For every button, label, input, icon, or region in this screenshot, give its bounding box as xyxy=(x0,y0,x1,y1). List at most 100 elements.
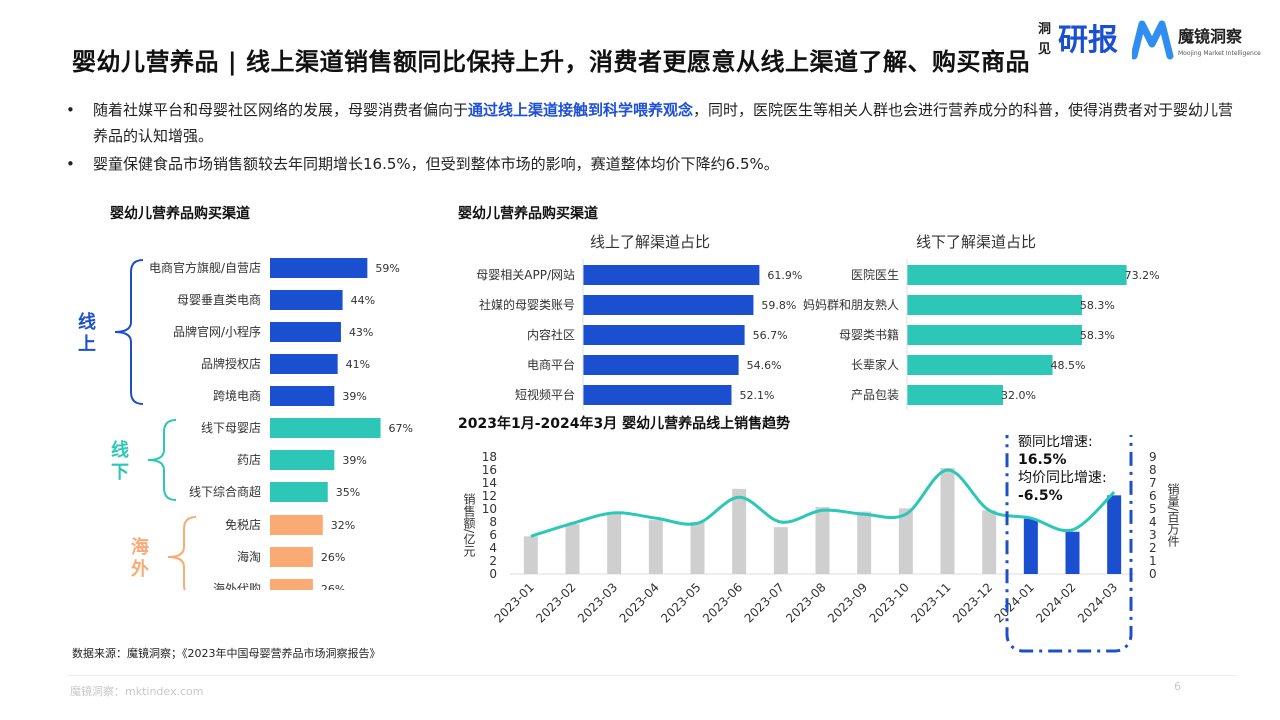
sales-bar xyxy=(1065,531,1080,574)
group-name-char: 线 xyxy=(111,439,129,461)
channel-bar xyxy=(270,290,343,310)
x-tick-label: 2023-07 xyxy=(742,580,787,625)
bullet-2-text: 婴童保健食品市场销售额较去年同期增长16.5%，但受到整体市场的影响，赛道整体均… xyxy=(93,155,779,173)
channel-category-label: 线下母婴店 xyxy=(201,421,261,435)
q1-highlight-box xyxy=(1005,435,1133,653)
bullet-dot: • xyxy=(66,101,75,119)
learn-value-label: 52.1% xyxy=(739,389,774,402)
sales-bar xyxy=(565,523,580,574)
x-tick-label: 2023-10 xyxy=(867,580,912,625)
channel-value-label: 26% xyxy=(321,583,345,590)
moojing-m-icon xyxy=(1132,20,1174,60)
sales-bar xyxy=(982,510,997,574)
left-axis-tick: 10 xyxy=(482,502,497,516)
learn-bar xyxy=(583,355,739,375)
group-name-char: 下 xyxy=(111,462,129,483)
group-brace xyxy=(114,259,144,405)
online-learn-subtitle: 线上了解渠道占比 xyxy=(590,233,711,251)
bullet-dot: • xyxy=(66,155,75,173)
sales-bar xyxy=(940,468,955,574)
x-tick-label: 2023-03 xyxy=(575,580,620,625)
x-tick-label: 2024-01 xyxy=(992,580,1037,625)
channel-value-label: 39% xyxy=(342,390,366,403)
channel-category-label: 品牌授权店 xyxy=(201,356,261,371)
learn-bar xyxy=(583,385,732,405)
data-source: 数据来源：魔镜洞察；《2023年中国母婴营养品市场洞察报告》 xyxy=(72,647,381,660)
channel-value-label: 39% xyxy=(342,454,366,467)
left-axis-tick: 6 xyxy=(489,528,497,542)
learn-category-label: 内容社区 xyxy=(527,327,575,342)
left-axis-tick: 16 xyxy=(482,463,497,477)
channel-value-label: 43% xyxy=(349,326,373,339)
left-axis-tick: 14 xyxy=(482,476,497,490)
channel-category-label: 跨境电商 xyxy=(213,388,261,403)
group-name-char: 外 xyxy=(131,558,149,580)
learn-value-label: 54.6% xyxy=(747,359,782,372)
learn-value-label: 56.7% xyxy=(753,329,788,342)
x-tick-label: 2023-06 xyxy=(700,580,745,625)
right-axis-tick: 9 xyxy=(1149,450,1157,464)
left-axis-tick: 12 xyxy=(482,489,497,503)
offline-learn-subtitle: 线下了解渠道占比 xyxy=(916,233,1037,251)
channel-bar xyxy=(270,450,335,470)
learn-category-label: 电商平台 xyxy=(527,357,575,372)
learn-bar xyxy=(583,325,745,345)
channel-value-label: 26% xyxy=(321,551,345,564)
channel-category-label: 电商官方旗舰/自营店 xyxy=(149,260,261,275)
channel-value-label: 41% xyxy=(346,358,370,371)
sales-bar xyxy=(607,512,622,574)
online-learn-chart: 母婴相关APP/网站 61.9% 社媒的母婴类账号 59.8% 内容社区 56.7% 电商平… xyxy=(476,259,802,410)
right-axis-tick: 2 xyxy=(1149,541,1157,555)
group-name-char: 线 xyxy=(78,311,96,333)
sales-bar xyxy=(648,520,663,574)
right-axis-tick: 7 xyxy=(1149,476,1157,490)
sales-bar xyxy=(523,536,538,574)
channel-category-label: 免税店 xyxy=(225,517,261,532)
bullet-1: • 随着社媒平台和母婴社区网络的发展，母婴消费者偏向于通过线上渠道接触到科学喂养… xyxy=(66,97,1246,149)
annotation-value: -6.5% xyxy=(1018,488,1063,504)
channel-bar xyxy=(270,579,313,590)
sales-bar xyxy=(773,527,788,574)
logo-yanbao-bottom: 见 xyxy=(1038,42,1051,57)
left-axis-tick: 0 xyxy=(489,567,497,581)
volume-line xyxy=(530,468,1116,538)
page-number: 6 xyxy=(1174,680,1181,693)
logo-moojing-en: Moojing Market Intelligence xyxy=(1178,50,1261,57)
channel-bar xyxy=(270,386,335,406)
purchase-channel-chart: 电商官方旗舰/自营店 59% 母婴垂直类电商 44% 品牌官网/小程序 43% 品牌授权店 4… xyxy=(78,258,413,590)
annotation-line: 均价同比增速: xyxy=(1018,470,1107,486)
learn-bar xyxy=(907,355,1053,375)
page-title: 婴幼儿营养品 | 线上渠道销售额同比保持上升，消费者更愿意从线上渠道了解、购买商… xyxy=(72,48,1030,76)
x-tick-label: 2023-12 xyxy=(950,580,995,625)
learn-value-label: 59.8% xyxy=(761,299,796,312)
channel-bar xyxy=(270,515,323,535)
right-axis-tick: 8 xyxy=(1149,463,1157,477)
channel-value-label: 35% xyxy=(336,486,360,499)
left-axis-tick: 18 xyxy=(482,450,497,464)
learn-bar xyxy=(907,265,1127,285)
learn-value-label: 73.2% xyxy=(1125,269,1160,282)
learn-bar xyxy=(583,265,760,285)
learn-value-label: 32.0% xyxy=(1001,389,1036,402)
channel-bar xyxy=(270,322,341,342)
channel-value-label: 59% xyxy=(375,262,399,275)
learn-bar xyxy=(583,295,754,315)
bullet-1-text: 随着社媒平台和母婴社区网络的发展，母婴消费者偏向于 xyxy=(93,101,469,119)
channel-chart-title: 婴幼儿营养品购买渠道 xyxy=(110,206,250,222)
learn-category-label: 医院医生 xyxy=(851,268,899,282)
x-tick-label: 2023-02 xyxy=(533,580,578,625)
annotation-line: 额同比增速: xyxy=(1018,435,1093,450)
learn-value-label: 58.3% xyxy=(1080,329,1115,342)
learn-value-label: 61.9% xyxy=(767,269,802,282)
learn-category-label: 产品包装 xyxy=(851,388,899,402)
x-tick-label: 2024-03 xyxy=(1075,580,1120,625)
group-name-char: 上 xyxy=(78,334,96,355)
learn-category-label: 母婴类书籍 xyxy=(839,327,899,342)
right-axis-tick: 3 xyxy=(1149,528,1157,542)
moojing-logo: 魔镜洞察 Moojing Market Intelligence xyxy=(1132,20,1261,60)
right-axis-tick: 0 xyxy=(1149,567,1157,581)
right-axis-tick: 6 xyxy=(1149,489,1157,503)
group-name-char: 海 xyxy=(131,536,149,558)
learn-chart-title: 婴幼儿营养品购买渠道 xyxy=(458,206,598,222)
sales-bar xyxy=(732,488,747,574)
